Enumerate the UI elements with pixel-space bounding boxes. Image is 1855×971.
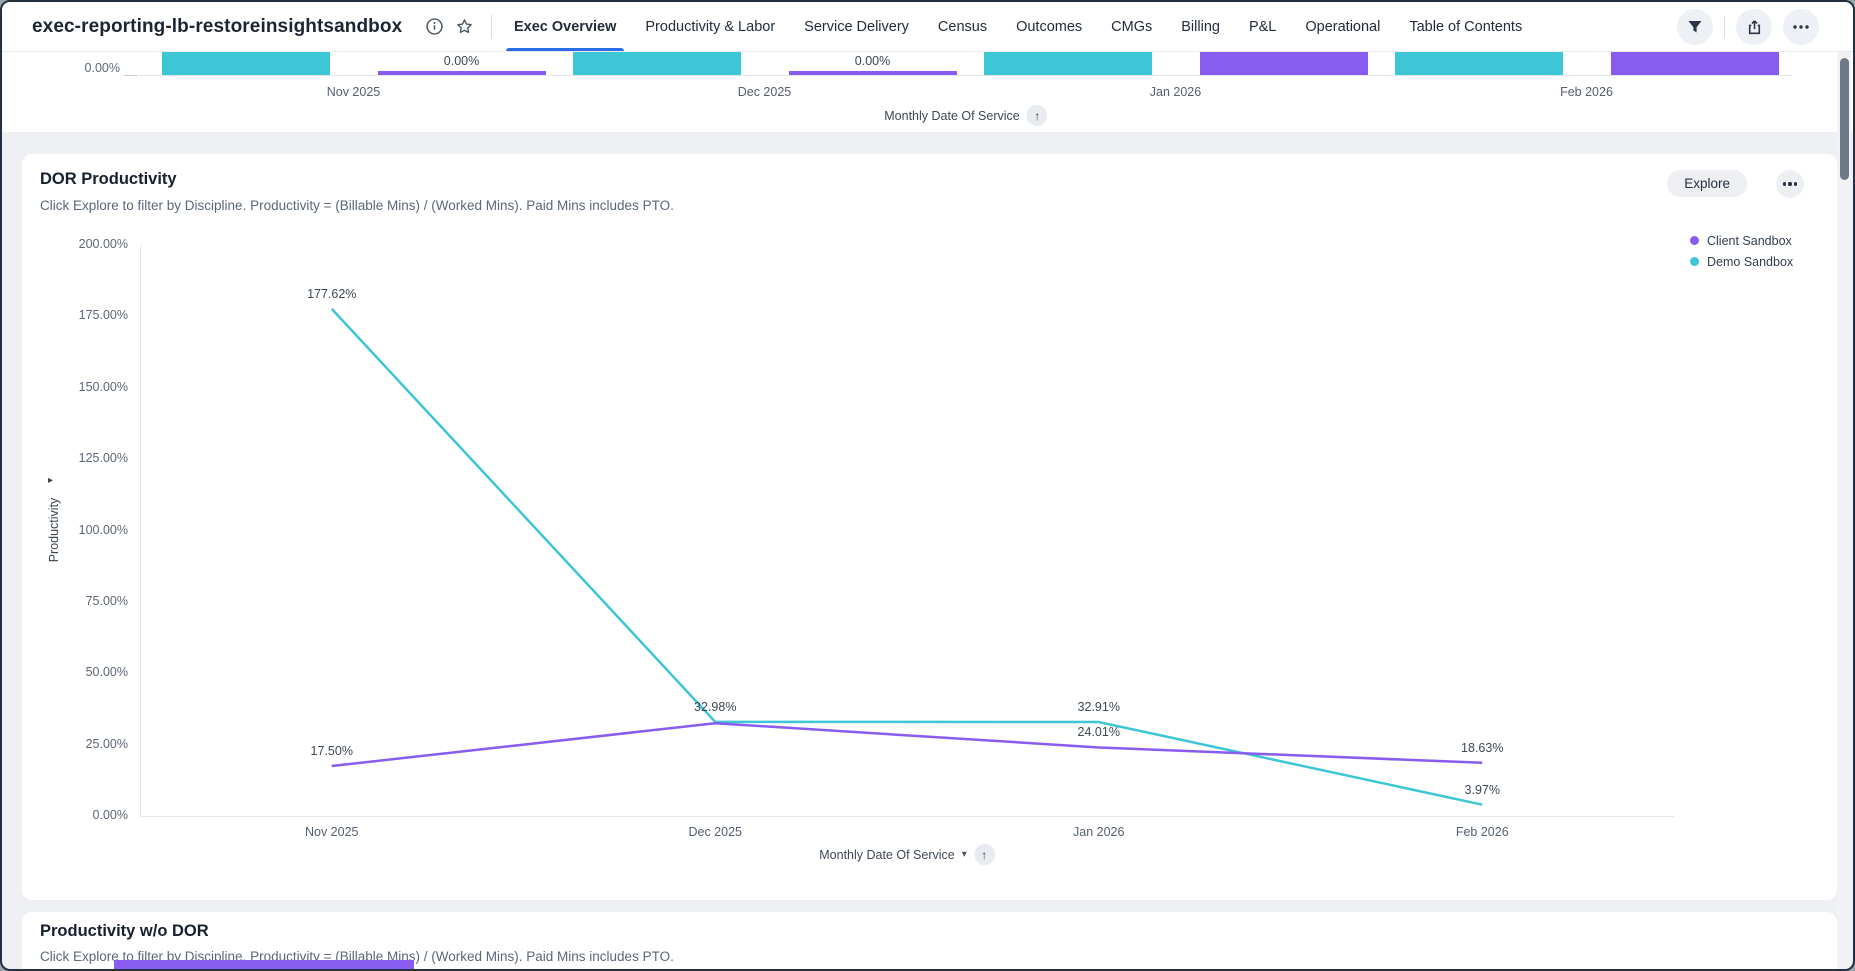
- header-actions: [1677, 9, 1819, 45]
- tab-table-of-contents[interactable]: Table of Contents: [1409, 18, 1523, 35]
- top-chart-y-zero-label: 0.00%: [84, 61, 120, 75]
- x-tick-label: Nov 2025: [304, 825, 359, 839]
- x-tick-label: Feb 2026: [1455, 825, 1509, 839]
- bar-demo-sandbox: [572, 52, 741, 75]
- data-point-label: 24.01%: [1077, 725, 1120, 740]
- bar-demo-sandbox: [983, 52, 1152, 75]
- header-divider: [491, 15, 492, 39]
- tab-service-delivery[interactable]: Service Delivery: [804, 18, 909, 35]
- line-demo-sandbox: [330, 308, 1483, 806]
- x-tick-label: Feb 2026: [1560, 85, 1613, 99]
- workbook-title: exec-reporting-lb-restoreinsightsandbox: [32, 16, 403, 37]
- bar-client-sandbox: [1199, 52, 1368, 75]
- filter-button[interactable]: [1677, 9, 1713, 45]
- y-tick-label: 0.00%: [92, 808, 128, 822]
- chart-subtitle: Click Explore to filter by Discipline. P…: [40, 198, 674, 213]
- y-tick-label: 125.00%: [78, 451, 128, 466]
- actions-divider: [1724, 16, 1725, 38]
- scrollbar-track: [1837, 52, 1851, 969]
- explore-button[interactable]: Explore: [1667, 170, 1747, 197]
- bar-value-label: 0.00%: [854, 54, 891, 68]
- x-tick-label: Jan 2026: [1149, 85, 1202, 99]
- scrollbar-thumb[interactable]: [1840, 58, 1849, 180]
- favorite-star-icon[interactable]: [451, 2, 477, 51]
- y-tick-label: 75.00%: [85, 593, 128, 608]
- tab-p-l[interactable]: P&L: [1248, 18, 1277, 35]
- legend-item-demo-sandbox[interactable]: Demo Sandbox: [1690, 251, 1793, 272]
- dor-productivity-card: DOR Productivity Click Explore to filter…: [22, 154, 1837, 900]
- x-axis-line: [140, 816, 1674, 817]
- sort-ascending-icon[interactable]: ↑: [973, 844, 995, 865]
- header-bar: exec-reporting-lb-restoreinsightsandbox …: [2, 2, 1853, 52]
- legend-label: Client Sandbox: [1707, 233, 1792, 248]
- line-series-svg: [330, 308, 1483, 806]
- x-axis-label: Monthly Date Of Service: [819, 847, 955, 862]
- y-axis-sort-arrow-icon: ▸: [48, 475, 54, 486]
- bar-client-sandbox: [1610, 52, 1779, 75]
- data-point-label: 18.63%: [1461, 740, 1504, 755]
- tab-bar: Exec Overview Productivity & Labor Service…: [505, 2, 1523, 51]
- y-tick-label: 50.00%: [85, 665, 128, 680]
- line-client-sandbox: [331, 721, 1483, 768]
- tab-operational[interactable]: Operational: [1305, 18, 1381, 35]
- x-tick-label: Jan 2026: [1073, 825, 1125, 839]
- data-point-label: 3.97%: [1464, 782, 1500, 797]
- y-axis-line: [140, 245, 141, 817]
- share-button[interactable]: [1736, 9, 1772, 45]
- x-tick-label: Dec 2025: [688, 825, 742, 839]
- tab-outcomes[interactable]: Outcomes: [1016, 18, 1083, 35]
- x-axis-control[interactable]: Monthly Date Of Service ▾ ↑: [819, 844, 995, 865]
- data-point-label: 32.98%: [694, 699, 737, 714]
- top-chart-section: 0.00% 0.00% Nov 2025 0.00% Dec 2025 Jan 2026…: [2, 52, 1853, 132]
- y-tick-label: 100.00%: [78, 522, 128, 537]
- y-tick-label: 200.00%: [78, 237, 128, 251]
- top-chart-baseline: [140, 75, 1792, 76]
- bar-segment: [114, 960, 414, 969]
- bar-value-label: 0.00%: [443, 54, 480, 68]
- chart-legend: Client Sandbox Demo Sandbox: [1690, 230, 1793, 272]
- data-point-label: 32.91%: [1077, 700, 1120, 715]
- legend-item-client-sandbox[interactable]: Client Sandbox: [1690, 230, 1793, 251]
- bar-demo-sandbox: [1394, 52, 1563, 75]
- more-options-button[interactable]: [1783, 9, 1819, 45]
- chevron-down-icon[interactable]: ▾: [961, 849, 967, 860]
- top-chart-x-axis-label: Monthly Date Of Service: [884, 108, 1020, 123]
- top-chart-x-axis-control[interactable]: Monthly Date Of Service ↑: [884, 105, 1048, 126]
- y-tick-label: 150.00%: [78, 379, 128, 394]
- legend-label: Demo Sandbox: [1707, 254, 1794, 269]
- tab-productivity-labor[interactable]: Productivity & Labor: [645, 18, 776, 35]
- bar-demo-sandbox: [161, 52, 330, 75]
- productivity-wo-dor-card: Productivity w/o DOR Click Explore to fi…: [22, 912, 1837, 969]
- chart-title: DOR Productivity: [40, 170, 177, 188]
- data-point-label: 17.50%: [310, 744, 353, 759]
- y-tick-label: 25.00%: [85, 736, 128, 751]
- chart-more-options-button[interactable]: [1776, 170, 1804, 198]
- x-tick-label: Dec 2025: [737, 85, 792, 99]
- x-tick-label: Nov 2025: [326, 85, 381, 99]
- bar-client-sandbox: [788, 71, 957, 75]
- tab-census[interactable]: Census: [937, 18, 988, 35]
- tab-billing[interactable]: Billing: [1181, 18, 1220, 35]
- top-chart-y-tick: [124, 75, 138, 76]
- chart-title: Productivity w/o DOR: [40, 922, 209, 940]
- tab-exec-overview[interactable]: Exec Overview: [505, 2, 625, 51]
- legend-swatch: [1690, 257, 1699, 266]
- info-icon[interactable]: [421, 2, 447, 51]
- data-point-label: 177.62%: [307, 286, 357, 301]
- sort-ascending-icon[interactable]: ↑: [1026, 105, 1048, 126]
- legend-swatch: [1690, 236, 1699, 245]
- bar-client-sandbox: [377, 71, 546, 75]
- y-tick-label: 175.00%: [78, 308, 128, 323]
- tab-cmgs[interactable]: CMGs: [1111, 18, 1153, 35]
